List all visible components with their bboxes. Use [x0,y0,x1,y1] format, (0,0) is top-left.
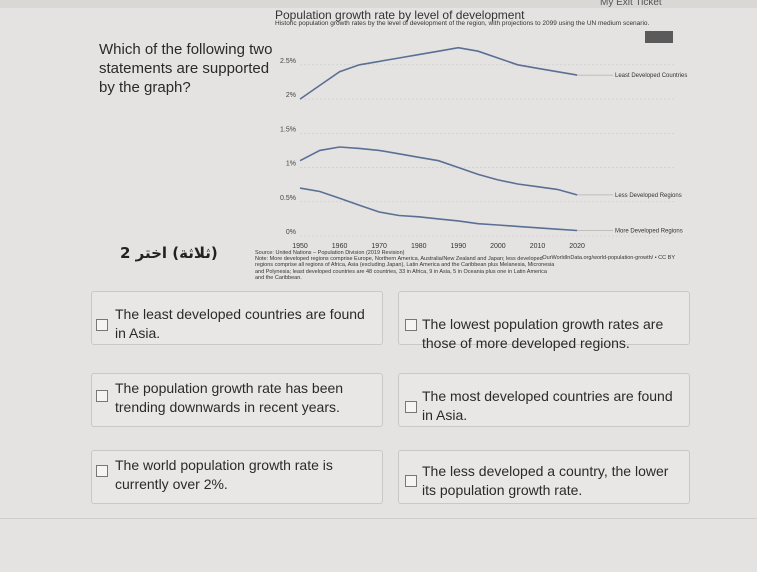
series-line [299,187,578,232]
owid-logo [645,31,673,43]
x-tick-label: 1980 [411,243,427,250]
y-tick-label: 1% [286,161,296,168]
option-3-checkbox[interactable] [96,390,108,402]
option-6-checkbox[interactable] [405,475,417,487]
option-4-checkbox[interactable] [405,401,417,413]
series-label: More Developed Regions [615,229,683,235]
chart-title: Population growth rate by level of devel… [275,8,525,22]
option-4[interactable]: The most developed countries are found i… [398,373,690,427]
option-6[interactable]: The less developed a country, the lower … [398,450,690,504]
chart-source: Source: United Nations – Population Divi… [255,250,675,281]
chart-credit: OurWorldInData.org/world-population-grow… [542,255,675,261]
chart: Population growth rate by level of devel… [255,8,695,283]
top-bar-title: My Exit Ticket [600,0,662,8]
question-text: Which of the following two statements ar… [99,41,273,96]
option-4-label: The most developed countries are found i… [422,388,673,423]
option-2-label: The lowest population growth rates are t… [422,316,664,351]
x-tick-label: 2000 [490,243,506,250]
chart-source-line: Source: United Nations – Population Divi… [255,250,405,256]
y-tick-label: 2.5% [280,58,296,65]
series-label: Least Developed Countries [615,73,687,79]
series-label: Less Developed Regions [615,193,682,199]
option-5[interactable]: The world population growth rate is curr… [91,450,383,504]
option-1[interactable]: The least developed countries are found … [91,291,383,345]
y-tick-label: 1.5% [280,126,296,133]
option-5-label: The world population growth rate is curr… [115,457,333,492]
x-tick-label: 2010 [530,243,546,250]
x-tick-label: 1950 [292,243,308,250]
series-line [299,46,578,100]
x-tick-label: 1970 [371,243,387,250]
chart-subtitle: Historic population growth rates by the … [275,20,650,27]
instruction-label: (ثلاثة) اختر 2 [120,244,218,262]
series-line [299,146,578,196]
divider [0,518,757,519]
chart-plot: 0% 0.5% 1% 1.5% 2% 2.5% 1950 1960 1970 1980 1990 20… [280,46,687,250]
chart-note: Note: More developed regions comprise Eu… [255,256,555,281]
y-tick-label: 0.5% [280,195,296,202]
option-6-label: The less developed a country, the lower … [422,463,669,498]
option-3[interactable]: The population growth rate has been tren… [91,373,383,427]
option-2[interactable]: The lowest population growth rates are t… [398,291,690,351]
option-5-checkbox[interactable] [96,465,108,477]
option-2-checkbox[interactable] [405,319,417,331]
option-1-checkbox[interactable] [96,319,108,331]
x-tick-label: 2020 [569,243,585,250]
x-tick-label: 1960 [332,243,348,250]
x-tick-label: 1990 [451,243,467,250]
y-tick-label: 0% [286,229,296,236]
option-3-label: The population growth rate has been tren… [115,380,344,415]
option-1-label: The least developed countries are found … [115,306,365,341]
y-tick-label: 2% [286,92,296,99]
top-bar [0,0,757,8]
